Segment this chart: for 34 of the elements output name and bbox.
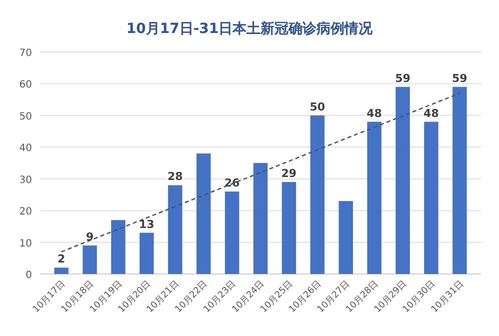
bar xyxy=(140,232,154,274)
y-tick-label: 20 xyxy=(19,206,32,218)
bar xyxy=(224,192,240,274)
y-tick-label: 0 xyxy=(26,270,32,281)
data-label: 13 xyxy=(139,218,154,231)
bar xyxy=(338,201,353,274)
bar xyxy=(424,122,438,274)
bar xyxy=(82,245,97,274)
bar xyxy=(452,86,467,274)
data-label: 50 xyxy=(310,100,326,114)
data-label: 29 xyxy=(281,167,297,180)
bar xyxy=(367,122,382,274)
y-tick-label: 50 xyxy=(19,111,32,122)
data-label: 59 xyxy=(395,72,410,85)
y-tick-label: 60 xyxy=(19,80,32,91)
bar xyxy=(54,268,68,274)
data-label: 48 xyxy=(366,106,382,120)
data-label: 2 xyxy=(58,252,66,266)
bar xyxy=(310,115,325,274)
y-tick-label: 10 xyxy=(19,238,32,250)
bar xyxy=(196,153,211,274)
y-tick-label: 40 xyxy=(19,143,32,154)
bar xyxy=(282,182,296,274)
bar xyxy=(396,86,410,274)
bar xyxy=(111,220,126,274)
data-label: 9 xyxy=(86,230,94,244)
data-label: 59 xyxy=(452,72,468,85)
y-tick-label: 70 xyxy=(19,48,32,59)
chart-title: 10月17日-31日本土新冠确诊病例情况 xyxy=(126,20,374,37)
y-tick-label: 30 xyxy=(19,174,32,186)
data-label: 48 xyxy=(424,106,439,120)
bar xyxy=(168,185,182,274)
data-label: 28 xyxy=(167,170,183,184)
bar xyxy=(253,163,268,274)
